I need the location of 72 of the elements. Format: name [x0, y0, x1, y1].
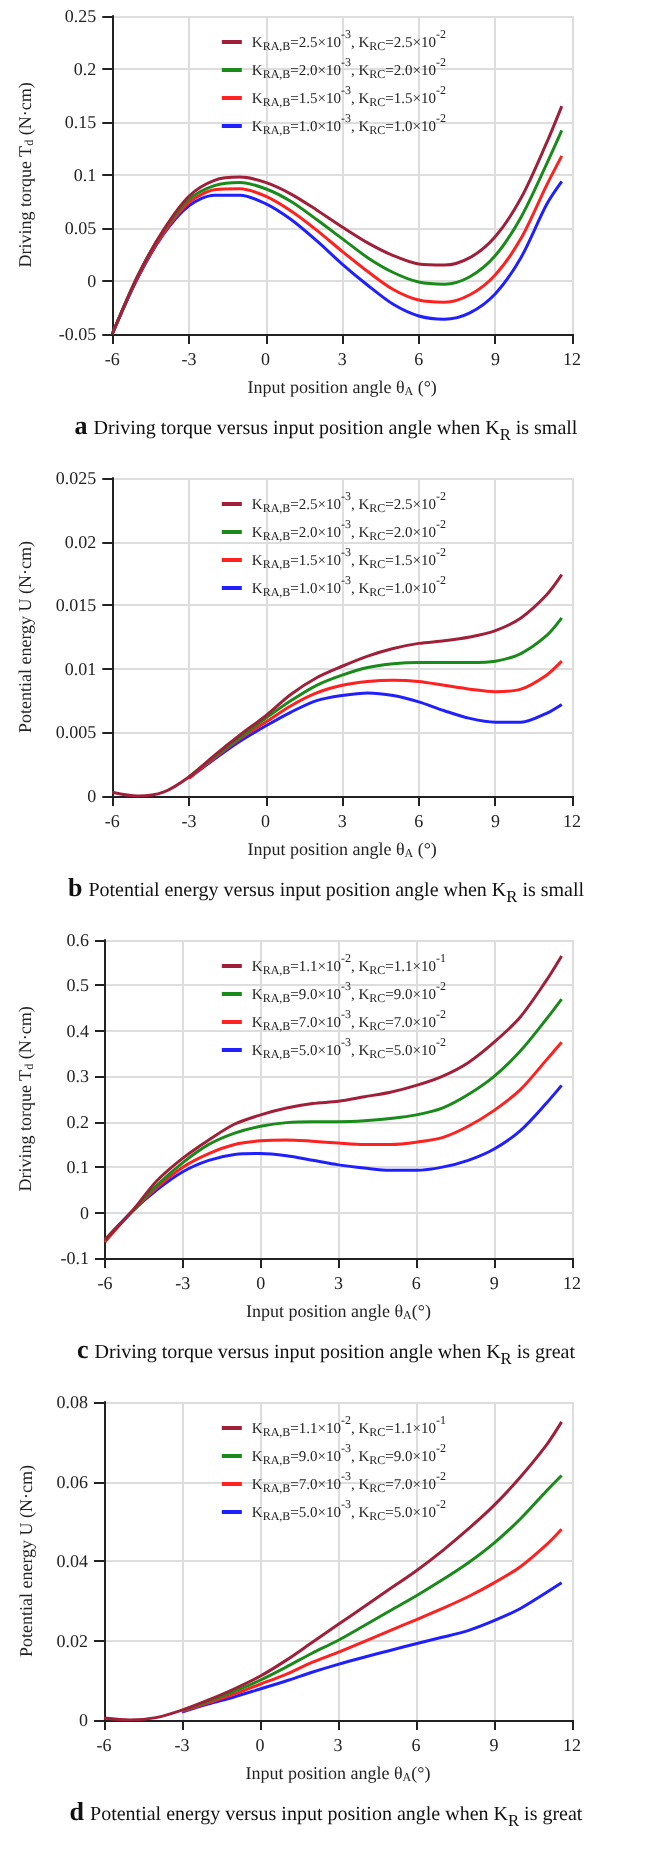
x-tick-label: 9: [490, 811, 501, 831]
text: Potential energy versus input position angle when K$_{R}$ is small: [88, 880, 585, 906]
x-tick-label: 6: [414, 811, 425, 831]
x-tick-label: 3: [333, 1735, 344, 1755]
line-series: [180, 1581, 564, 1714]
y-tick-label: 0.6: [66, 930, 90, 950]
y-tick-label: 0.02: [64, 531, 97, 552]
line-series: [180, 1527, 564, 1713]
y-tick-label: 0.08: [56, 1392, 89, 1412]
y-tick-label: 0.1: [66, 1157, 89, 1178]
text: Driving torque versus input position angle when K$_{R}$ is small: [93, 418, 578, 444]
y-tick-label: 0.15: [64, 112, 98, 132]
text: d: [69, 1796, 85, 1826]
y-tick-label: 0: [79, 1710, 89, 1730]
x-tick-label: 3: [334, 1273, 344, 1293]
line-series: [187, 659, 564, 780]
y-tick-label: 0: [87, 271, 98, 291]
x-tick-label: -3: [175, 1273, 192, 1293]
line-series: [187, 691, 564, 780]
y-axis-title: Potential energy U (N·cm): [15, 1464, 36, 1658]
x-tick-label: 12: [563, 349, 581, 369]
x-tick-label: 12: [563, 1273, 581, 1293]
x-tick-label: 9: [489, 1735, 500, 1755]
y-tick-label: 0.01: [64, 658, 97, 679]
y-tick-label: 0.05: [64, 218, 98, 238]
y-tick-label: 0.1: [73, 165, 97, 185]
x-tick-label: 0: [261, 349, 272, 369]
y-tick-label: 0.2: [66, 1111, 89, 1132]
x-tick-label: 12: [563, 811, 581, 831]
x-tick-label: -3: [174, 1735, 191, 1755]
y-tick-label: 0.005: [55, 722, 98, 743]
y-tick-label: 0.06: [56, 1471, 89, 1492]
x-tick-label: -3: [181, 811, 198, 831]
y-tick-label: -0.1: [60, 1248, 89, 1268]
x-tick-label: -6: [104, 349, 121, 369]
x-tick-label: 9: [490, 349, 501, 369]
x-tick-label: -6: [96, 1735, 113, 1755]
x-tick-label: 0: [255, 1735, 266, 1755]
x-tick-label: 0: [261, 811, 272, 831]
text: c: [76, 1334, 89, 1364]
y-tick-label: 0.2: [73, 59, 97, 79]
y-tick-label: 0.02: [56, 1630, 88, 1651]
y-tick-label: 0.25: [64, 6, 98, 26]
x-tick-label: 6: [411, 1273, 422, 1293]
line-series: [102, 1420, 564, 1722]
x-tick-label: 0: [256, 1273, 267, 1293]
line-series: [103, 1040, 564, 1244]
x-tick-label: 6: [414, 349, 425, 369]
line-series: [180, 1474, 564, 1712]
x-tick-label: 6: [411, 1735, 422, 1755]
y-tick-label: 0.4: [66, 1020, 90, 1041]
text: Driving torque versus input position angle when K$_{R}$ is great: [94, 1342, 576, 1368]
x-tick-label: -6: [104, 811, 121, 831]
y-tick-label: 0.3: [66, 1066, 90, 1087]
x-tick-label: 12: [563, 1735, 581, 1755]
text: b: [67, 872, 83, 902]
x-tick-label: -3: [181, 349, 198, 369]
y-tick-label: 0: [87, 786, 98, 806]
x-tick-label: 3: [337, 811, 348, 831]
y-tick-label: 0.025: [55, 468, 98, 488]
y-tick-label: 0.5: [66, 975, 90, 996]
x-tick-label: 9: [489, 1273, 500, 1293]
text: a: [74, 410, 88, 440]
y-tick-label: 0: [80, 1202, 90, 1223]
line-series: [110, 573, 564, 798]
y-tick-label: 0.04: [56, 1551, 89, 1571]
x-tick-label: -6: [97, 1273, 114, 1293]
y-axis-title: Potential energy U (N·cm): [15, 540, 35, 734]
y-tick-label: 0.015: [55, 595, 98, 616]
y-tick-label: -0.05: [58, 324, 98, 344]
x-tick-label: 3: [337, 349, 348, 369]
text: Potential energy versus input position angle when K$_{R}$ is great: [90, 1804, 583, 1830]
